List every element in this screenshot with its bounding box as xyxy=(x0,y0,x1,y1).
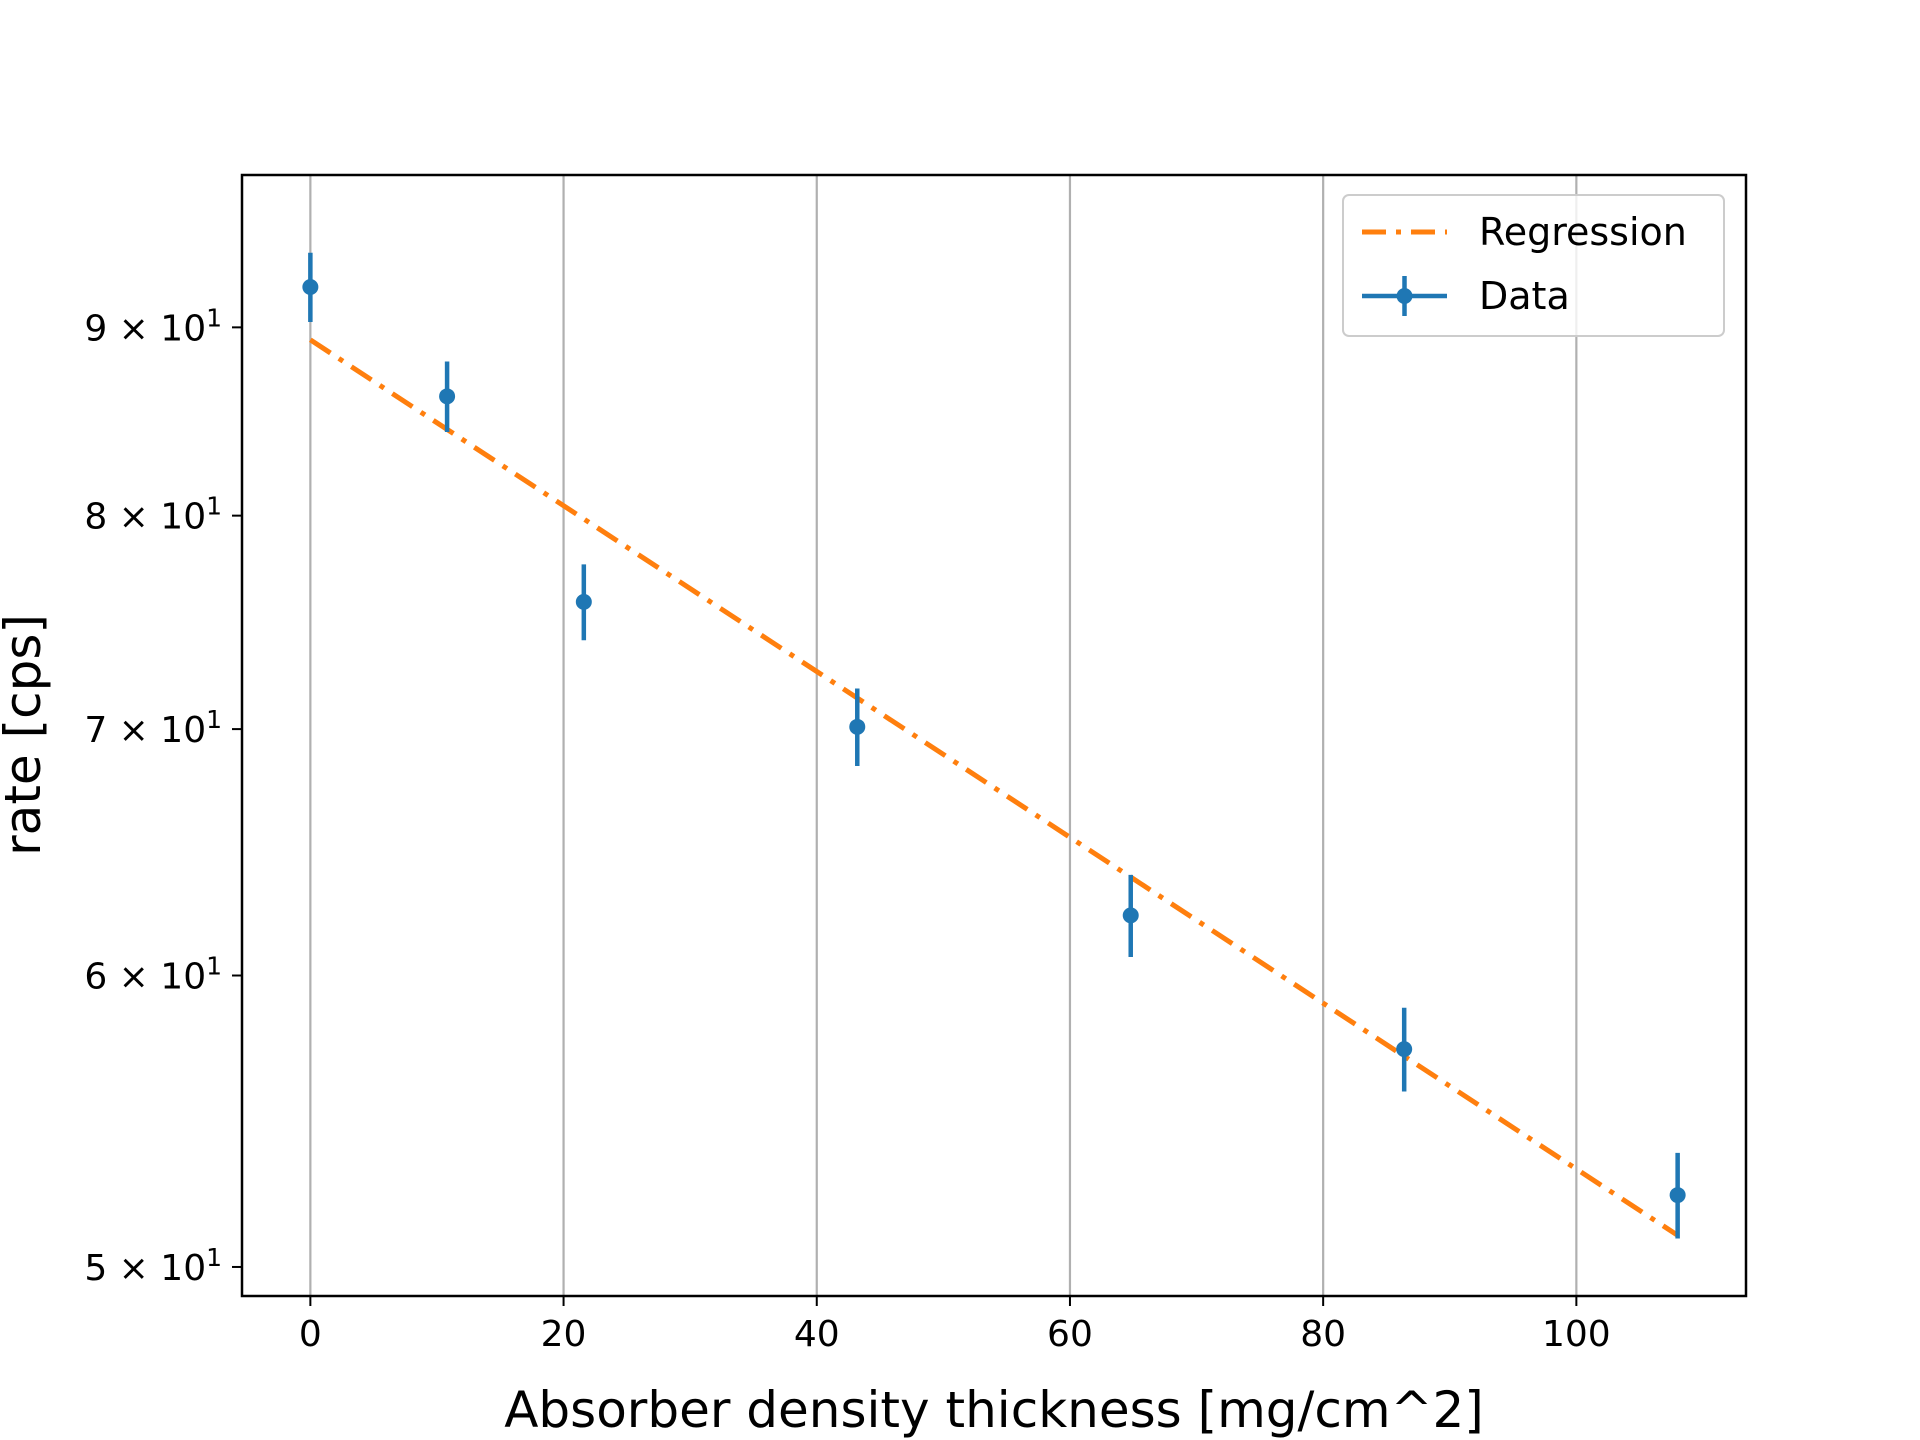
x-tick-label: 40 xyxy=(794,1314,840,1355)
y-tick-label: 9 × 101 xyxy=(84,303,222,349)
y-tick-mantissa: 7 × 10 xyxy=(84,710,206,751)
data-point xyxy=(439,388,456,405)
legend-label: Data xyxy=(1479,274,1570,318)
legend: Regression Data xyxy=(1342,194,1725,337)
y-tick-exponent: 1 xyxy=(206,952,222,981)
axes-frame xyxy=(240,173,1748,1298)
x-axis-label: Absorber density thickness [mg/cm^2] xyxy=(504,1381,1484,1439)
y-tick-exponent: 1 xyxy=(206,303,222,332)
x-tick-label: 20 xyxy=(541,1314,587,1355)
y-tick-label: 6 × 101 xyxy=(84,952,222,998)
x-tick-label: 100 xyxy=(1542,1314,1611,1355)
x-axis: 0 20 40 60 80 100 xyxy=(299,1296,1611,1355)
y-tick-exponent: 1 xyxy=(206,705,222,734)
x-tick-label: 0 xyxy=(299,1314,322,1355)
data-point xyxy=(1669,1187,1686,1204)
y-tick-label: 5 × 101 xyxy=(84,1243,222,1289)
grid xyxy=(309,175,1578,1296)
y-tick-label: 8 × 101 xyxy=(84,492,222,538)
data-point xyxy=(575,593,592,610)
y-tick-mantissa: 9 × 10 xyxy=(84,308,206,349)
legend-box xyxy=(1342,194,1725,337)
y-tick-mantissa: 5 × 10 xyxy=(84,1248,206,1289)
y-tick-mantissa: 6 × 10 xyxy=(84,957,206,998)
data-point xyxy=(1396,1041,1413,1058)
y-tick-exponent: 1 xyxy=(206,1243,222,1272)
legend-label: Regression xyxy=(1479,210,1687,254)
legend-data-swatch-marker xyxy=(1396,288,1413,304)
data-point xyxy=(302,279,319,296)
data-point xyxy=(849,718,866,735)
y-tick-exponent: 1 xyxy=(206,492,222,521)
y-axis-label: rate [cps] xyxy=(0,614,52,856)
x-tick-label: 60 xyxy=(1047,1314,1093,1355)
y-tick-mantissa: 8 × 10 xyxy=(84,497,206,538)
plot-area xyxy=(302,252,1686,1239)
y-tick-label: 7 × 101 xyxy=(84,705,222,751)
data-point xyxy=(1122,907,1139,924)
x-tick-label: 80 xyxy=(1300,1314,1346,1355)
